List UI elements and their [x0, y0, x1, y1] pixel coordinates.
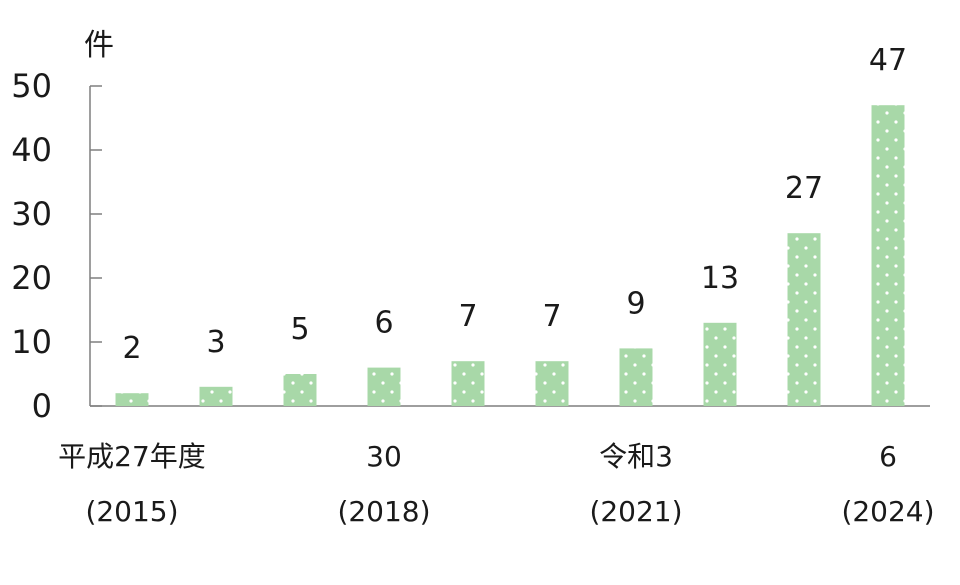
y-tick-label: 50	[11, 67, 52, 105]
data-labels: 2 3 5 6 7 7 9 13 27 47	[122, 43, 907, 366]
bar	[703, 322, 737, 406]
bar	[367, 367, 401, 406]
bar	[115, 393, 149, 406]
x-category-year-label: (2015)	[85, 495, 178, 528]
bar	[283, 374, 317, 406]
x-category-label: 30	[366, 440, 402, 473]
x-category-label: 令和3	[599, 440, 673, 473]
bar-value-label: 6	[374, 306, 393, 341]
y-tick-label: 40	[11, 131, 52, 169]
bar-value-label: 2	[122, 331, 141, 366]
x-axis-labels: 平成27年度 (2015) 30 (2018) 令和3 (2021) 6 (2024)	[58, 440, 934, 528]
bar	[199, 386, 233, 406]
x-category-year-label: (2024)	[841, 495, 934, 528]
y-unit-label: 件	[84, 28, 114, 63]
y-tick-label: 20	[11, 259, 52, 297]
bar-value-label: 3	[206, 325, 225, 360]
bar-value-label: 5	[290, 312, 309, 347]
bar-value-label: 13	[701, 261, 739, 296]
x-category-label: 6	[879, 440, 897, 473]
bars	[115, 105, 905, 406]
bar	[451, 361, 485, 406]
y-tick-label: 30	[11, 195, 52, 233]
y-tick-label: 10	[11, 323, 52, 361]
bar-value-label: 9	[626, 286, 645, 321]
bar-value-label: 7	[542, 299, 561, 334]
bar-value-label: 7	[458, 299, 477, 334]
x-category-year-label: (2021)	[589, 495, 682, 528]
y-tick-label: 0	[32, 387, 52, 425]
bar	[787, 233, 821, 406]
bar	[871, 105, 905, 406]
x-category-label: 平成27年度	[58, 440, 206, 473]
bar-value-label: 27	[785, 171, 823, 206]
x-category-year-label: (2018)	[337, 495, 430, 528]
bar-value-label: 47	[869, 43, 907, 78]
bar	[619, 348, 653, 406]
bar	[535, 361, 569, 406]
